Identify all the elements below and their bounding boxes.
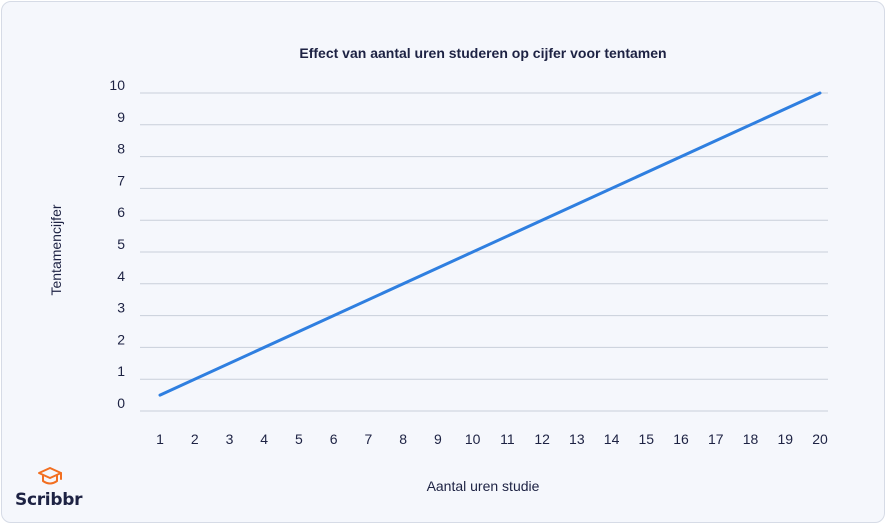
series-layer [158,91,822,397]
x-tick-label: 11 [500,431,515,447]
chart-title: Effect van aantal uren studeren op cijfe… [299,45,666,61]
y-tick-label: 6 [117,204,125,220]
y-tick-label: 1 [117,363,125,379]
x-tick-label: 4 [260,431,268,447]
x-axis-label: Aantal uren studie [427,478,540,494]
y-tick-label: 3 [117,300,125,316]
series-line [158,91,822,397]
x-tick-label: 12 [534,431,550,447]
graduation-cap-icon [38,467,62,485]
y-axis-ticks: 0 1 2 3 4 5 6 7 8 9 10 [109,77,125,411]
x-tick-label: 6 [330,431,338,447]
x-tick-label: 16 [673,431,689,447]
y-tick-label: 4 [117,268,125,284]
x-tick-label: 10 [465,431,481,447]
x-tick-label: 14 [604,431,620,447]
y-tick-label: 5 [117,236,125,252]
x-tick-label: 15 [639,431,655,447]
x-tick-label: 1 [156,431,164,447]
x-tick-label: 8 [399,431,407,447]
y-tick-label: 9 [117,109,125,125]
x-tick-label: 9 [434,431,442,447]
brand-name: Scribbr [15,490,83,510]
x-axis-ticks: 1 2 3 4 5 6 7 8 9 10 11 12 13 14 15 16 17 18 19 20 [156,431,828,447]
x-tick-label: 13 [569,431,585,447]
x-tick-label: 17 [708,431,724,447]
y-tick-label: 8 [117,141,125,157]
grid-lines [140,92,828,412]
y-tick-label: 0 [117,395,125,411]
y-axis-label: Tentamencijfer [48,204,64,295]
y-tick-label: 10 [109,77,125,93]
y-tick-label: 7 [117,172,125,188]
x-tick-label: 5 [295,431,303,447]
x-tick-label: 19 [777,431,793,447]
x-tick-label: 2 [191,431,199,447]
brand-logo: Scribbr [15,466,87,514]
x-tick-label: 20 [812,431,828,447]
x-tick-label: 3 [226,431,234,447]
x-tick-label: 7 [365,431,373,447]
y-tick-label: 2 [117,331,125,347]
x-tick-label: 18 [743,431,759,447]
